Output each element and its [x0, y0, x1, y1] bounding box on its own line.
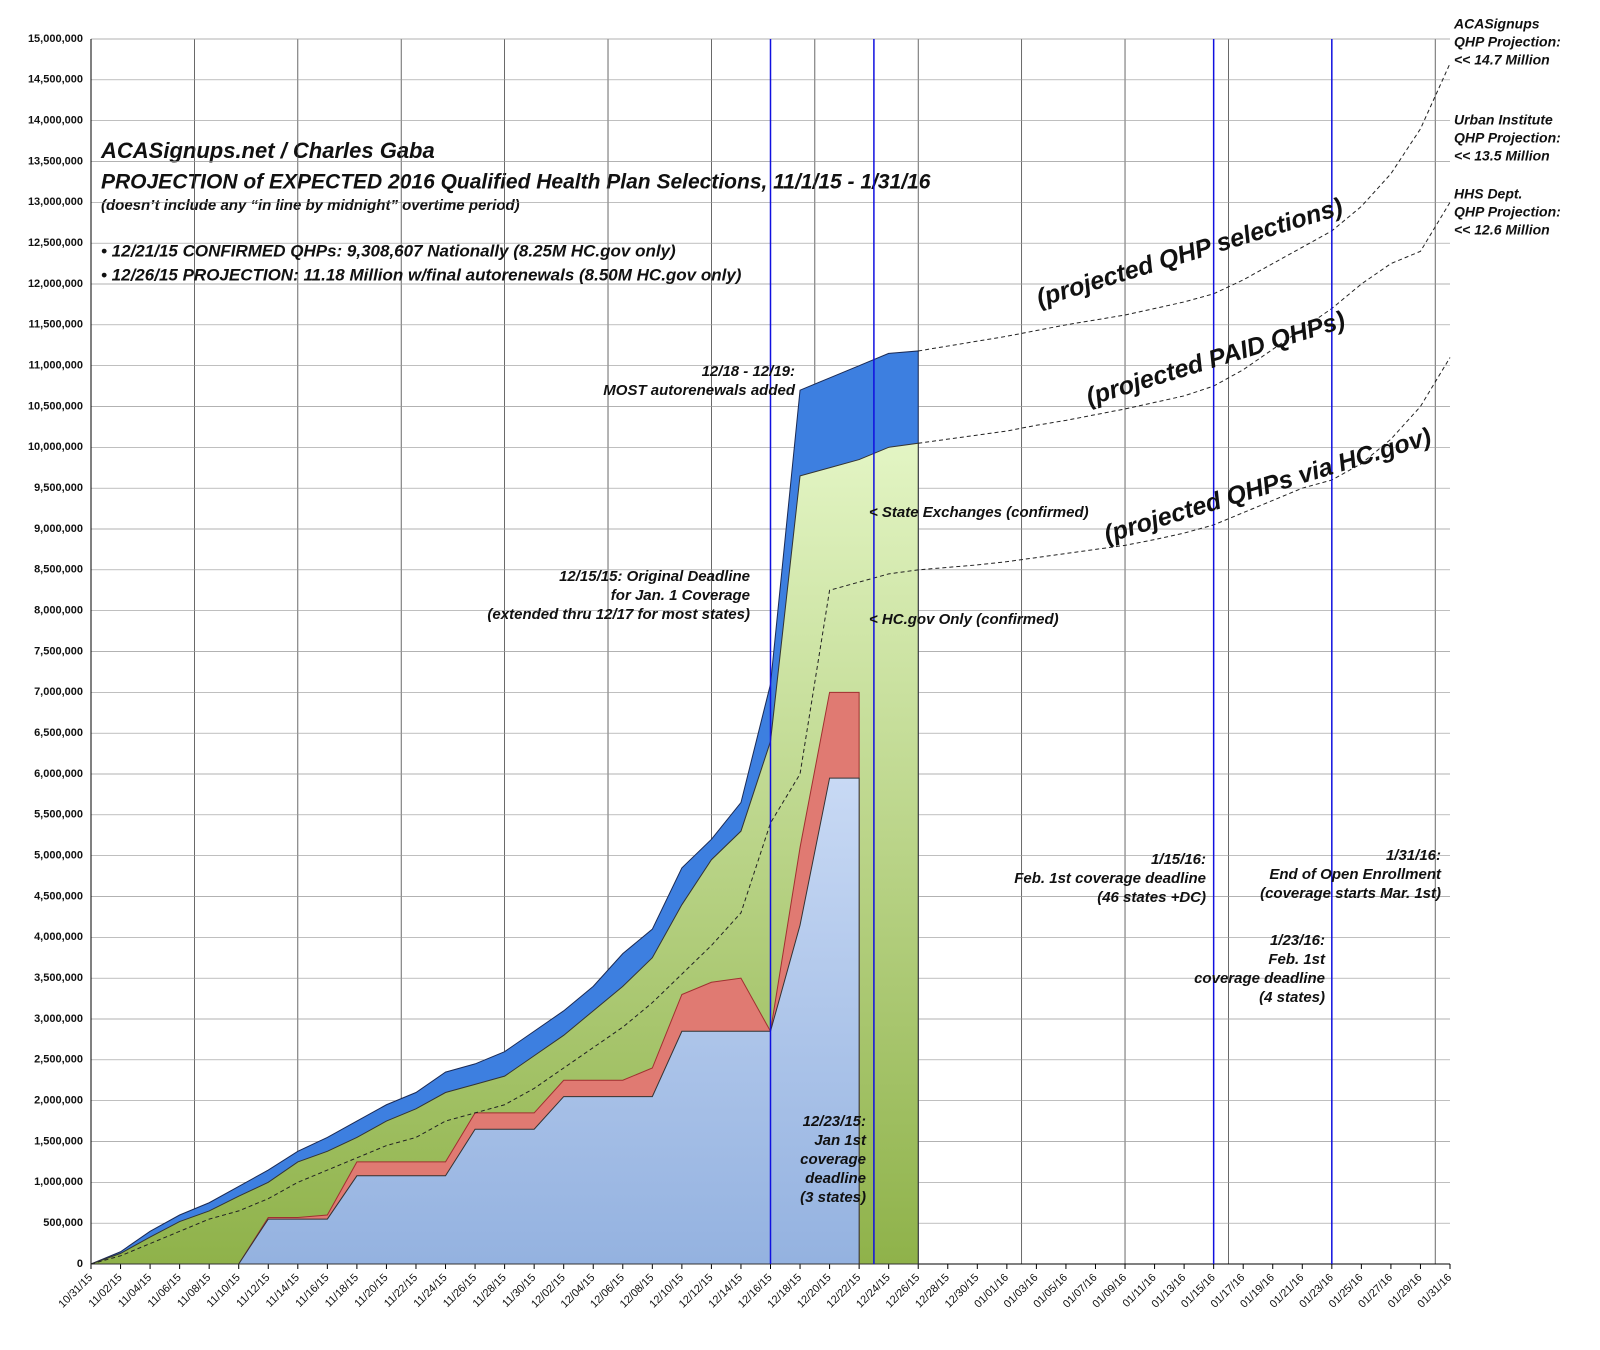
y-tick-label: 2,000,000 — [34, 1095, 83, 1107]
annotation: MOST autorenewals added — [603, 382, 796, 399]
y-tick-label: 10,500,000 — [28, 400, 83, 412]
side-note: << 13.5 Million — [1454, 148, 1550, 164]
y-tick-label: 8,500,000 — [34, 564, 83, 576]
annotation: Feb. 1st — [1268, 951, 1326, 968]
y-tick-label: 7,500,000 — [34, 645, 83, 657]
annotation: < HC.gov Only (confirmed) — [869, 611, 1059, 628]
y-tick-label: 13,500,000 — [28, 155, 83, 167]
annotation: deadline — [805, 1170, 866, 1187]
y-tick-label: 500,000 — [43, 1217, 83, 1229]
y-tick-label: 2,500,000 — [34, 1054, 83, 1066]
chart-note: (doesn’t include any “in line by midnigh… — [101, 197, 520, 214]
y-tick-label: 13,000,000 — [28, 196, 83, 208]
projection-line — [918, 63, 1451, 352]
y-tick-label: 15,000,000 — [28, 33, 83, 45]
annotation: (46 states +DC) — [1097, 889, 1206, 906]
annotation: (extended thru 12/17 for most states) — [487, 606, 750, 623]
y-tick-label: 3,000,000 — [34, 1013, 83, 1025]
projection-label: (projected PAID QHPs) — [1083, 306, 1348, 411]
side-note: << 14.7 Million — [1454, 52, 1550, 68]
y-tick-label: 5,000,000 — [34, 850, 83, 862]
y-tick-label: 11,000,000 — [29, 360, 83, 372]
side-note: ACASignups — [1453, 16, 1540, 32]
area — [91, 777, 860, 1265]
y-tick-label: 9,000,000 — [34, 523, 83, 535]
side-note: QHP Projection: — [1454, 34, 1561, 50]
annotation: (4 states) — [1259, 989, 1325, 1006]
highlight-line: • 12/26/15 PROJECTION: 11.18 Million w/f… — [101, 265, 742, 284]
side-note: QHP Projection: — [1454, 130, 1561, 146]
annotation: (coverage starts Mar. 1st) — [1260, 885, 1441, 902]
y-tick-label: 1,000,000 — [34, 1176, 83, 1188]
annotation: < State Exchanges (confirmed) — [869, 504, 1089, 521]
y-tick-label: 7,000,000 — [34, 686, 83, 698]
side-note: HHS Dept. — [1454, 186, 1522, 202]
y-tick-label: 12,500,000 — [28, 237, 83, 249]
projection-label: (projected QHP selections) — [1033, 193, 1346, 313]
highlight-line: • 12/21/15 CONFIRMED QHPs: 9,308,607 Nat… — [101, 241, 676, 260]
annotation: coverage deadline — [1194, 970, 1325, 987]
annotation: End of Open Enrollment — [1269, 866, 1442, 883]
y-tick-label: 4,500,000 — [34, 890, 83, 902]
y-tick-label: 12,000,000 — [28, 278, 83, 290]
y-tick-label: 10,000,000 — [28, 441, 83, 453]
annotation: coverage — [800, 1151, 866, 1168]
annotation: Feb. 1st coverage deadline — [1014, 870, 1206, 887]
annotation: 12/23/15: — [803, 1113, 866, 1130]
y-tick-label: 0 — [77, 1258, 83, 1270]
y-tick-label: 1,500,000 — [34, 1135, 83, 1147]
y-tick-label: 14,000,000 — [28, 115, 83, 127]
y-tick-label: 4,000,000 — [34, 931, 83, 943]
chart-subtitle: PROJECTION of EXPECTED 2016 Qualified He… — [101, 171, 931, 194]
y-tick-label: 14,500,000 — [28, 74, 83, 86]
projection-label: (projected QHPs via HC.gov) — [1101, 423, 1435, 549]
chart-title: ACASignups.net / Charles Gaba — [100, 138, 435, 163]
annotation: (3 states) — [800, 1189, 866, 1206]
side-note: << 12.6 Million — [1454, 222, 1550, 238]
annotation: 12/15/15: Original Deadline — [559, 568, 750, 585]
y-tick-label: 9,500,000 — [34, 482, 83, 494]
side-note: QHP Projection: — [1454, 204, 1561, 220]
projection-line — [918, 202, 1451, 444]
y-tick-label: 3,500,000 — [34, 972, 83, 984]
annotation: 1/15/16: — [1151, 851, 1206, 868]
side-note: Urban Institute — [1454, 112, 1553, 128]
annotation: 12/18 - 12/19: — [702, 363, 795, 380]
y-tick-label: 6,500,000 — [34, 727, 83, 739]
annotation: 1/31/16: — [1386, 847, 1441, 864]
y-tick-label: 11,500,000 — [29, 319, 83, 331]
y-tick-label: 6,000,000 — [34, 768, 83, 780]
y-tick-label: 8,000,000 — [34, 605, 83, 617]
annotation: Jan 1st — [814, 1132, 867, 1149]
y-tick-label: 5,500,000 — [34, 809, 83, 821]
annotation: for Jan. 1 Coverage — [611, 587, 750, 604]
annotation: 1/23/16: — [1270, 932, 1325, 949]
